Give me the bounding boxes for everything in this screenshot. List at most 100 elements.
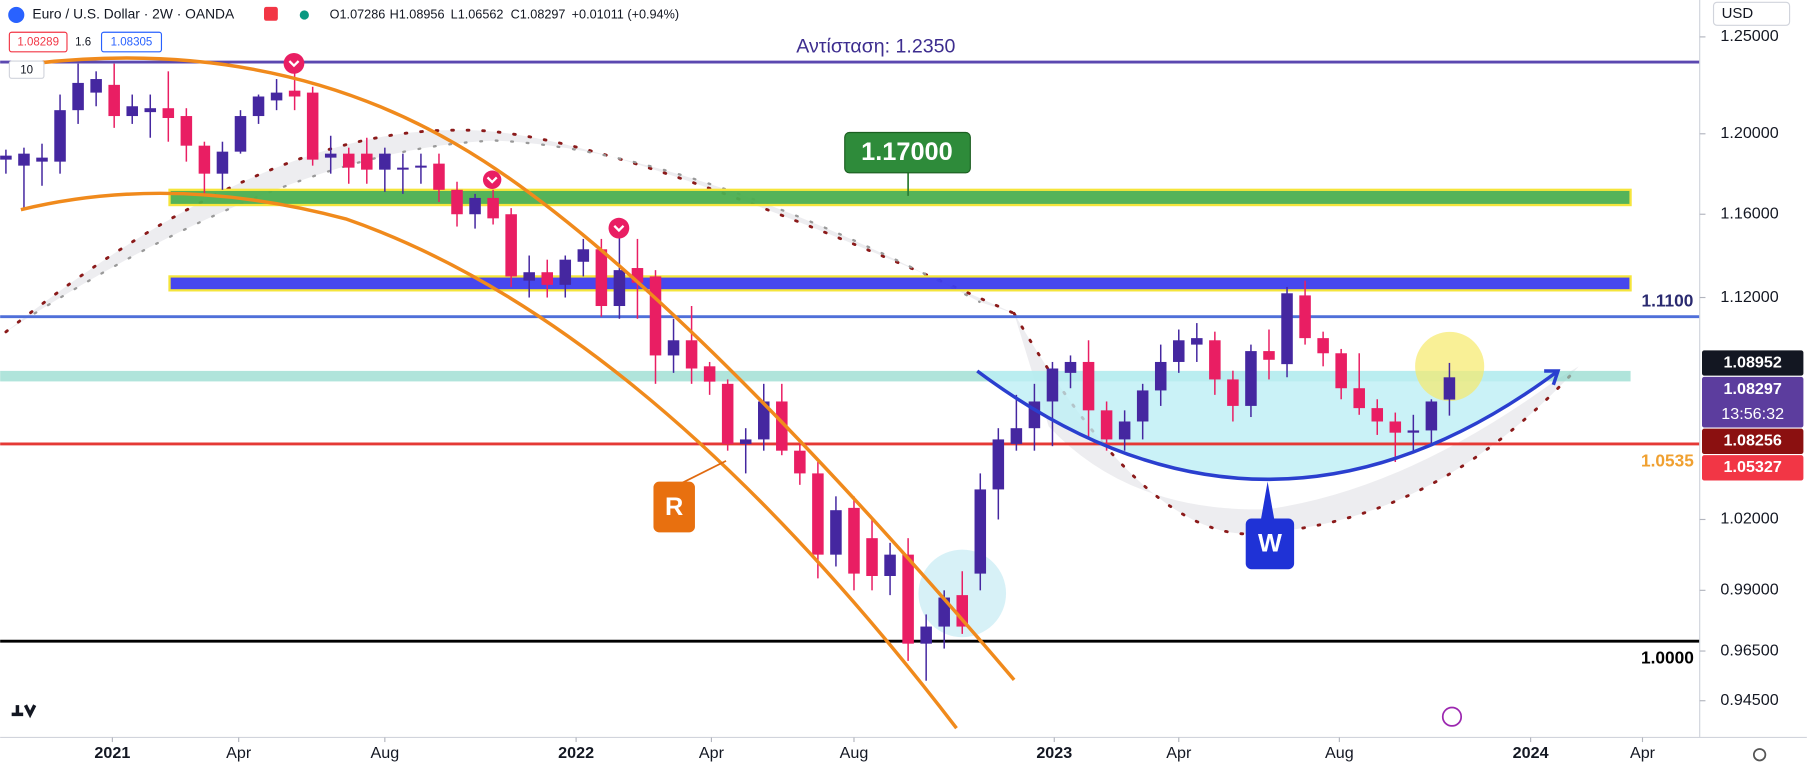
candle-body [577, 249, 590, 262]
x-tick-label: Apr [1630, 744, 1656, 762]
x-tick-label: Aug [840, 744, 869, 762]
settings-icon[interactable] [1752, 748, 1767, 762]
zone [168, 188, 1632, 207]
candle-body [1227, 379, 1239, 406]
band-dots [33, 139, 981, 315]
candle-body [631, 268, 644, 283]
candle-body [198, 145, 211, 174]
header-bg [0, 0, 715, 28]
x-tick-label: Apr [1166, 744, 1192, 762]
candle-body [18, 153, 30, 166]
level-label: 1.0535 [1641, 451, 1694, 471]
logo [11, 704, 37, 719]
candle-body [920, 626, 932, 644]
symbol-icon [8, 6, 25, 24]
candle-body [505, 214, 517, 277]
candle-body [974, 489, 987, 574]
candle-body [108, 84, 120, 117]
r-label: R [665, 493, 683, 521]
indicator-count: 10 [20, 64, 33, 76]
symbol-title: Euro / U.S. Dollar · 2W · OANDA [32, 6, 235, 22]
x-tick-label: Apr [226, 744, 252, 762]
band-fill [1014, 313, 1579, 534]
spread: 1.6 [75, 37, 91, 49]
candle-body [812, 473, 824, 555]
indicator-bands [4, 128, 1581, 536]
candle-body [451, 189, 463, 215]
band-fill [5, 130, 1015, 332]
candle-body [1389, 421, 1402, 433]
marker [608, 217, 630, 239]
zones [0, 188, 1632, 382]
status-dot [299, 10, 309, 20]
candle-body [397, 167, 409, 170]
candle-body [288, 90, 301, 97]
candle-body [324, 153, 337, 158]
price-badge [1702, 428, 1804, 455]
y-tick-label: 1.16000 [1720, 205, 1778, 223]
level-label: 1.1100 [1642, 290, 1694, 310]
candle-body [306, 92, 319, 160]
sell-box[interactable] [8, 31, 68, 53]
candle-body [1317, 338, 1329, 354]
candle-body [559, 259, 572, 285]
open: O1.07286 [330, 7, 386, 21]
x-tick-label: 2023 [1036, 744, 1072, 762]
candle-body [595, 249, 608, 307]
y-tick-label: 0.99000 [1720, 581, 1778, 599]
arrow-head [1544, 369, 1561, 386]
event-icon[interactable] [1441, 706, 1463, 727]
candle-body [1100, 410, 1113, 440]
candle-body [180, 116, 193, 146]
candle-body [1353, 388, 1365, 409]
candle-body [252, 96, 265, 117]
price-badge [1702, 350, 1804, 376]
price-badge-label: 1.08256 [1724, 432, 1782, 450]
price-badge [1702, 455, 1804, 481]
candle-body [1046, 368, 1059, 402]
candle-body [1425, 401, 1438, 431]
levels [0, 60, 1700, 643]
candle-body [1335, 353, 1347, 389]
x-tick-label: 2024 [1513, 744, 1549, 762]
candle-body [342, 153, 355, 168]
buy-box[interactable] [100, 31, 163, 53]
candle-body [866, 538, 878, 576]
y-tick-label: 0.96500 [1720, 641, 1778, 659]
candle-body [144, 108, 157, 113]
candle-body [1299, 295, 1311, 339]
candle-body [361, 153, 373, 170]
currency-select[interactable] [1712, 1, 1791, 26]
candle-body [379, 153, 391, 170]
flag-icon [264, 6, 278, 21]
close: C1.08297 [511, 7, 566, 21]
candle-body [270, 92, 283, 101]
candle-body [1209, 340, 1221, 380]
candle-body [1191, 338, 1203, 345]
y-tick-label: 1.12000 [1720, 288, 1778, 306]
candle-body [721, 383, 734, 444]
candle-body [649, 276, 662, 356]
level-label: 1.0000 [1641, 648, 1694, 668]
candle-body [72, 82, 84, 111]
candle-body [739, 439, 752, 444]
candle-body [433, 163, 445, 190]
drawings [20, 56, 1561, 730]
candle-body [162, 108, 175, 119]
w-pointer [1260, 481, 1275, 521]
axes: 1.25000 1.20000 1.16000 1.12000 1.02000 0.990… [94, 27, 1804, 762]
price-badge-label: 1.08297 [1724, 380, 1782, 398]
sell-price: 1.08289 [17, 37, 59, 49]
band-dots [4, 128, 1016, 334]
low: L1.06562 [451, 7, 504, 21]
x-tick-label: 2021 [94, 744, 130, 762]
indicator-toggle[interactable] [8, 60, 45, 79]
candle-body [541, 272, 553, 285]
marker-icon [613, 225, 625, 233]
marker-icon [486, 176, 498, 184]
countdown: 13:56:32 [1721, 405, 1784, 423]
candle-body [1371, 408, 1384, 422]
w-label: W [1258, 530, 1282, 558]
candle-body [667, 340, 680, 356]
